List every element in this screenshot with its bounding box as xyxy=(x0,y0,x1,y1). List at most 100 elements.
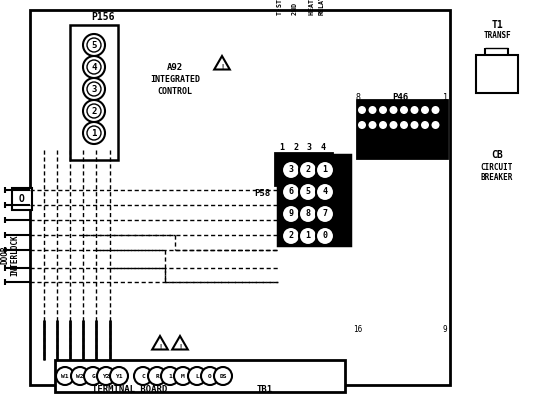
Circle shape xyxy=(411,121,418,129)
Circle shape xyxy=(87,60,101,74)
Text: 2: 2 xyxy=(91,107,97,115)
Circle shape xyxy=(316,183,334,201)
Circle shape xyxy=(110,367,128,385)
Text: 1: 1 xyxy=(168,374,172,378)
Circle shape xyxy=(282,183,300,201)
Circle shape xyxy=(316,161,334,179)
Circle shape xyxy=(87,126,101,140)
Circle shape xyxy=(299,161,317,179)
Circle shape xyxy=(214,367,232,385)
Text: Y2: Y2 xyxy=(102,374,110,378)
Text: 1: 1 xyxy=(280,143,285,152)
Circle shape xyxy=(379,121,387,129)
Circle shape xyxy=(389,106,398,114)
Text: W2: W2 xyxy=(76,374,84,378)
Circle shape xyxy=(83,56,105,78)
Circle shape xyxy=(432,121,439,129)
Circle shape xyxy=(316,205,334,223)
Bar xyxy=(278,155,350,245)
Circle shape xyxy=(368,121,377,129)
Text: 2: 2 xyxy=(305,166,310,175)
Text: T1: T1 xyxy=(491,20,503,30)
Bar xyxy=(55,360,345,392)
Text: 4: 4 xyxy=(91,62,97,71)
Circle shape xyxy=(174,367,192,385)
Text: 7: 7 xyxy=(322,209,327,218)
Text: 5: 5 xyxy=(91,41,97,49)
Text: !: ! xyxy=(220,64,224,70)
Text: G: G xyxy=(91,374,95,378)
Text: !: ! xyxy=(158,344,162,350)
Text: 2: 2 xyxy=(294,143,299,152)
Text: M: M xyxy=(181,374,185,378)
Bar xyxy=(12,188,32,210)
Bar xyxy=(30,10,450,385)
Circle shape xyxy=(299,227,317,245)
Circle shape xyxy=(368,106,377,114)
Text: CB: CB xyxy=(491,150,503,160)
Circle shape xyxy=(83,100,105,122)
Circle shape xyxy=(97,367,115,385)
Text: 8: 8 xyxy=(305,209,310,218)
Text: RELAY: RELAY xyxy=(319,0,325,15)
Text: L: L xyxy=(195,374,199,378)
Text: 9: 9 xyxy=(289,209,294,218)
Circle shape xyxy=(299,205,317,223)
Bar xyxy=(357,100,447,158)
Text: 3: 3 xyxy=(91,85,97,94)
Polygon shape xyxy=(214,56,230,70)
Polygon shape xyxy=(152,336,168,350)
Circle shape xyxy=(56,367,74,385)
Polygon shape xyxy=(172,336,188,350)
Bar xyxy=(305,156,315,182)
Text: TERMINAL BOARD: TERMINAL BOARD xyxy=(93,386,168,395)
Circle shape xyxy=(83,34,105,56)
Text: 9: 9 xyxy=(443,325,447,335)
Text: DS: DS xyxy=(219,374,227,378)
Circle shape xyxy=(161,367,179,385)
Bar xyxy=(292,156,302,182)
Text: 1: 1 xyxy=(305,231,310,241)
Text: !: ! xyxy=(178,344,182,350)
Text: 8: 8 xyxy=(356,92,361,102)
Circle shape xyxy=(389,121,398,129)
Bar xyxy=(476,55,518,93)
Circle shape xyxy=(400,121,408,129)
Text: R: R xyxy=(155,374,159,378)
Text: P46: P46 xyxy=(392,92,408,102)
Circle shape xyxy=(282,205,300,223)
Text: T-STAT HEAT STG: T-STAT HEAT STG xyxy=(277,0,283,15)
Text: DOOR
INTERLOCK: DOOR INTERLOCK xyxy=(1,234,20,276)
Text: TRANSF: TRANSF xyxy=(483,30,511,40)
Circle shape xyxy=(299,183,317,201)
Text: CIRCUIT: CIRCUIT xyxy=(481,162,513,171)
Circle shape xyxy=(400,106,408,114)
Circle shape xyxy=(87,82,101,96)
Circle shape xyxy=(83,78,105,100)
Text: 3: 3 xyxy=(289,166,294,175)
Circle shape xyxy=(84,367,102,385)
Text: O: O xyxy=(19,194,25,204)
Circle shape xyxy=(148,367,166,385)
Circle shape xyxy=(201,367,219,385)
Text: 4: 4 xyxy=(321,143,326,152)
Text: 6: 6 xyxy=(289,188,294,196)
Text: Y1: Y1 xyxy=(115,374,123,378)
Text: 4: 4 xyxy=(322,188,327,196)
Circle shape xyxy=(188,367,206,385)
Text: HEAT OFF: HEAT OFF xyxy=(309,0,315,15)
Circle shape xyxy=(421,106,429,114)
Bar xyxy=(318,156,328,182)
Bar xyxy=(275,153,332,185)
Text: P156: P156 xyxy=(91,12,115,22)
Circle shape xyxy=(421,121,429,129)
Circle shape xyxy=(83,122,105,144)
Circle shape xyxy=(282,161,300,179)
Circle shape xyxy=(87,104,101,118)
Circle shape xyxy=(134,367,152,385)
Text: A92: A92 xyxy=(167,64,183,73)
Circle shape xyxy=(87,38,101,52)
Circle shape xyxy=(282,227,300,245)
Text: 1: 1 xyxy=(443,92,448,102)
Text: 2ND STG RELAY: 2ND STG RELAY xyxy=(292,0,298,15)
